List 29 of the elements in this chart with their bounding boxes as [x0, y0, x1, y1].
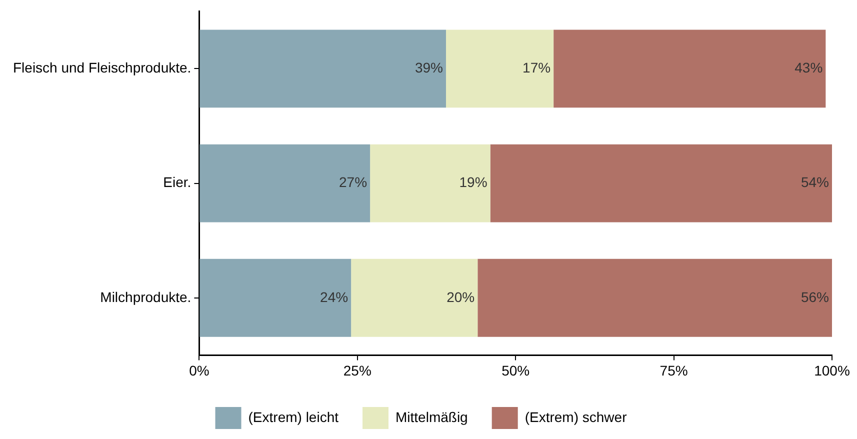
bar: [200, 258, 352, 337]
bar: [370, 144, 490, 222]
data-label: 24%: [320, 288, 348, 305]
data-label: 43%: [794, 60, 823, 76]
y-tick-label: Eier.: [163, 174, 192, 190]
legend-label: (Extrem) leicht: [248, 408, 339, 425]
y-tick-label: Milchprodukte.: [100, 288, 192, 305]
x-tick-label: 100%: [814, 362, 850, 378]
bar: [200, 144, 370, 222]
bar: [478, 258, 832, 337]
data-label: 54%: [800, 174, 829, 190]
x-tick-label: 50%: [502, 362, 530, 378]
data-label: 19%: [459, 174, 488, 190]
legend-label: (Extrem) schwer: [524, 408, 628, 425]
legend-label: Mittelmäßig: [395, 408, 468, 425]
x-tick-label: 0%: [189, 362, 210, 378]
data-label: 17%: [522, 60, 551, 76]
y-tick-label: Fleisch und Fleischprodukte.: [12, 60, 192, 76]
data-label: 39%: [414, 60, 443, 76]
x-tick-label: 75%: [660, 362, 688, 378]
bar: [554, 30, 826, 108]
data-label: 20%: [446, 288, 475, 305]
x-tick-label: 25%: [343, 362, 372, 378]
bar: [490, 144, 832, 222]
bar: [351, 258, 478, 337]
data-label: 56%: [800, 288, 829, 305]
data-label: 27%: [339, 174, 368, 190]
bar: [200, 30, 446, 108]
bar: [446, 30, 554, 108]
